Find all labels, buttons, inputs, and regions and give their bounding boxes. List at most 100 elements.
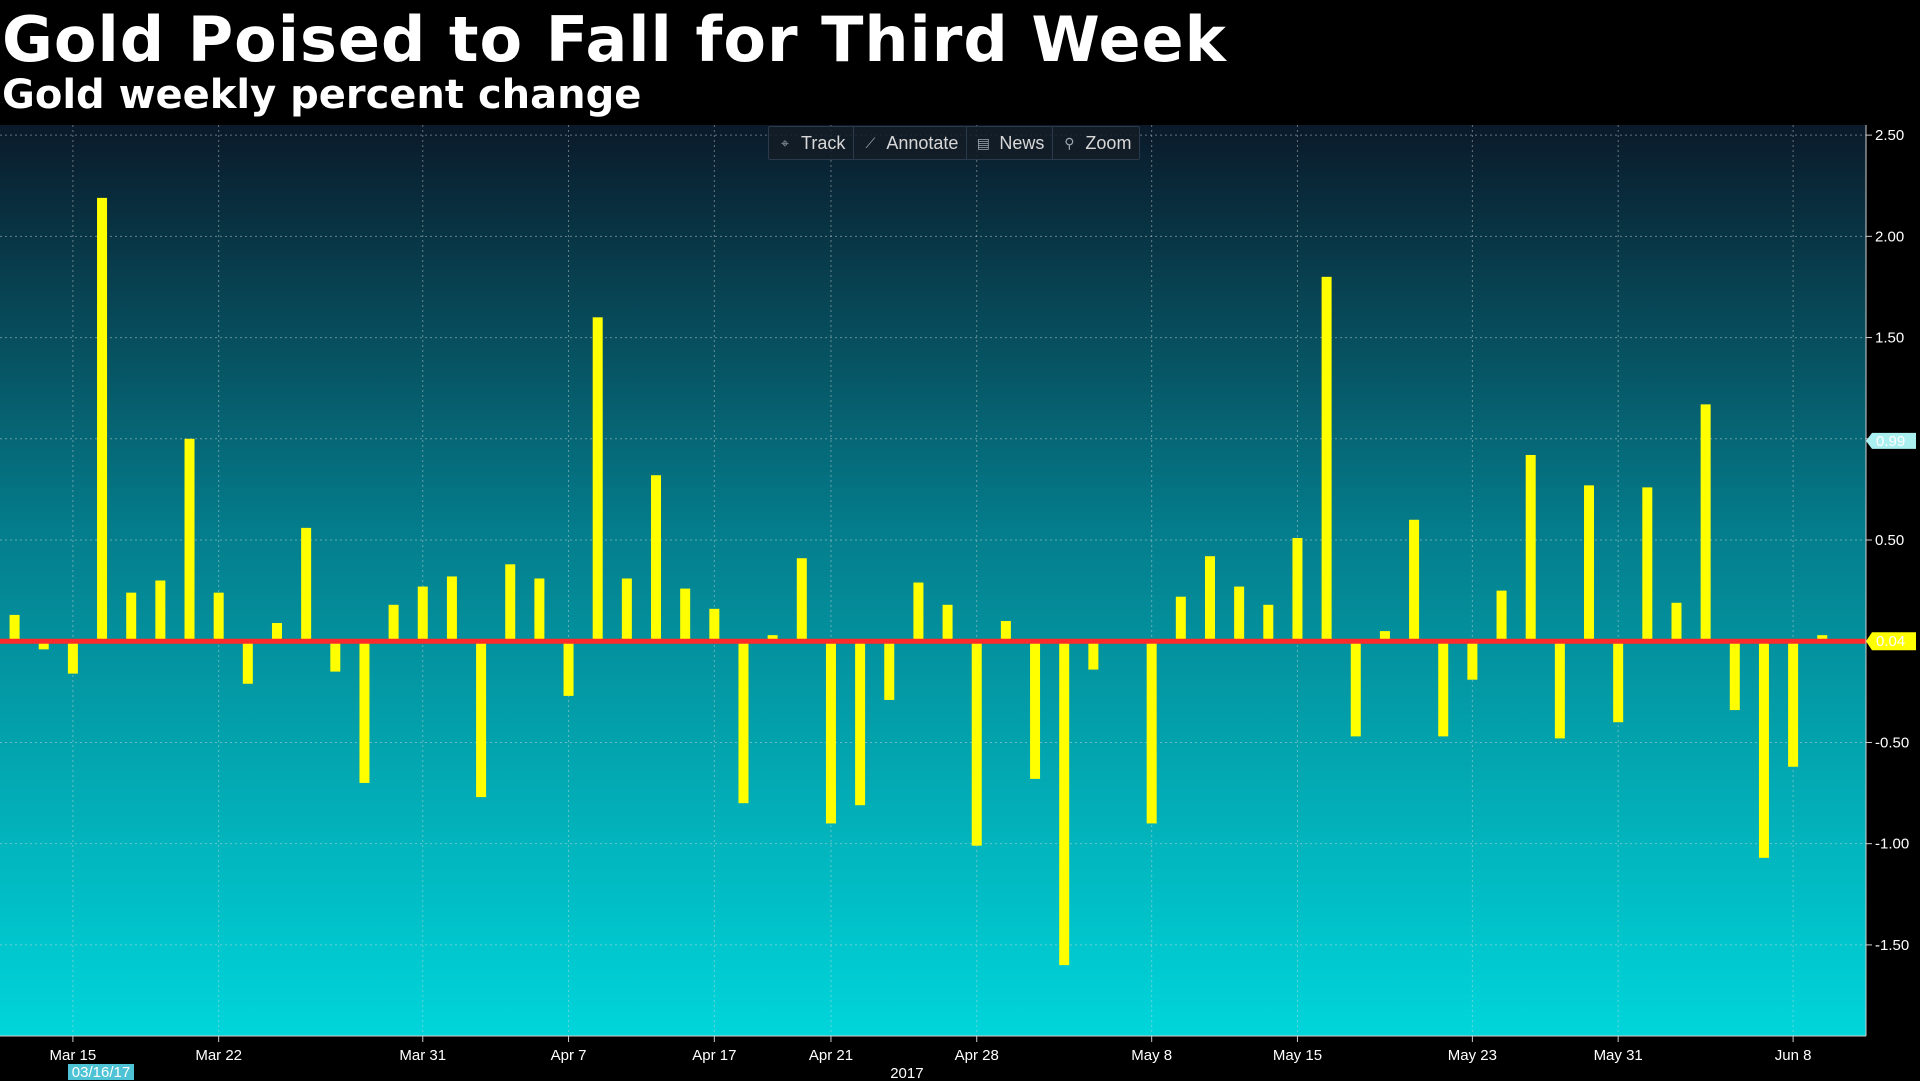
bar bbox=[1438, 641, 1449, 737]
bar bbox=[1729, 641, 1740, 711]
zoom-label: Zoom bbox=[1085, 132, 1132, 153]
magnifier-icon: ⚲ bbox=[1064, 135, 1075, 151]
bar bbox=[67, 641, 78, 674]
y-axis-panel bbox=[1866, 125, 1920, 1081]
x-tick-label: Apr 7 bbox=[551, 1047, 587, 1064]
crosshair-icon: ⌖ bbox=[781, 135, 789, 151]
bar bbox=[1525, 454, 1536, 642]
last-value-label: 0.04 bbox=[1876, 633, 1905, 650]
bar bbox=[767, 635, 778, 642]
track-button[interactable]: ⌖ Track bbox=[769, 127, 855, 159]
chart-toolbar: ⌖ Track ⟋ Annotate ▤ News ⚲ Zoom bbox=[768, 126, 1141, 160]
bar bbox=[651, 475, 662, 642]
bar bbox=[1700, 404, 1711, 642]
bar bbox=[1146, 641, 1157, 824]
bar bbox=[388, 604, 399, 642]
start-date-label: 03/16/17 bbox=[72, 1064, 130, 1081]
year-label: 2017 bbox=[890, 1065, 923, 1081]
bar bbox=[1613, 641, 1624, 723]
bar bbox=[1030, 641, 1041, 779]
bar bbox=[1642, 487, 1653, 642]
bar bbox=[301, 527, 312, 642]
bar bbox=[417, 586, 428, 642]
bar-series bbox=[9, 197, 1828, 966]
track-label: Track bbox=[801, 132, 846, 153]
y-tick-label: 2.50 bbox=[1875, 127, 1904, 144]
header: Gold Poised to Fall for Third Week Gold … bbox=[0, 0, 1920, 125]
news-button[interactable]: ▤ News bbox=[967, 127, 1054, 159]
x-axis: Mar 15 Mar 22 Mar 31 Apr 7 Apr 17 Apr 21 Apr 2… bbox=[50, 1036, 1812, 1081]
x-tick-label: May 31 bbox=[1594, 1047, 1643, 1064]
bar bbox=[1788, 641, 1799, 767]
bar bbox=[476, 641, 487, 798]
x-axis-panel bbox=[0, 1036, 1866, 1081]
bar bbox=[855, 641, 866, 806]
x-tick-label: May 15 bbox=[1273, 1047, 1322, 1064]
bar bbox=[1175, 596, 1186, 642]
price-labels: 0.99 0.04 bbox=[1866, 432, 1916, 651]
x-tick-label: Jun 8 bbox=[1775, 1047, 1812, 1064]
bar bbox=[942, 604, 953, 642]
bar bbox=[1059, 641, 1070, 966]
chart-title: Gold Poised to Fall for Third Week bbox=[2, 3, 1227, 76]
bar bbox=[1292, 537, 1303, 642]
y-tick-label: 1.50 bbox=[1875, 330, 1904, 347]
x-tick-label: Apr 17 bbox=[692, 1047, 736, 1064]
y-tick-label: -1.00 bbox=[1875, 836, 1909, 853]
x-tick-label: May 23 bbox=[1448, 1047, 1497, 1064]
x-tick-label: Apr 21 bbox=[809, 1047, 853, 1064]
bar bbox=[1496, 590, 1507, 642]
y-tick-label: 0.50 bbox=[1875, 532, 1904, 549]
bar bbox=[971, 641, 982, 846]
y-tick-label: 2.00 bbox=[1875, 228, 1904, 245]
bar bbox=[1350, 641, 1361, 737]
bar bbox=[155, 580, 166, 642]
bar bbox=[1467, 641, 1478, 680]
last-value-tag bbox=[1866, 632, 1916, 651]
bar bbox=[796, 558, 807, 642]
bar bbox=[1554, 641, 1565, 739]
news-icon: ▤ bbox=[976, 135, 991, 151]
news-label: News bbox=[999, 132, 1045, 153]
bar bbox=[184, 438, 195, 642]
bar bbox=[242, 641, 253, 684]
y-tick-label: -1.50 bbox=[1875, 937, 1909, 954]
bar bbox=[38, 641, 49, 650]
bar bbox=[1088, 641, 1099, 670]
x-tick-label: Mar 31 bbox=[399, 1047, 446, 1064]
bar bbox=[446, 576, 457, 642]
bar bbox=[97, 197, 108, 642]
bar bbox=[271, 623, 282, 642]
bar bbox=[330, 641, 341, 672]
bar bbox=[505, 564, 516, 642]
bar bbox=[621, 578, 632, 642]
annotate-button[interactable]: ⟋ Annotate bbox=[854, 127, 968, 159]
gridlines bbox=[0, 125, 1866, 1036]
x-tick-label: Mar 15 bbox=[50, 1047, 97, 1064]
pencil-icon: ⟋ bbox=[865, 135, 876, 151]
bar bbox=[1204, 556, 1215, 642]
bar bbox=[592, 317, 603, 642]
annotate-label: Annotate bbox=[886, 132, 959, 153]
bar bbox=[1321, 276, 1332, 642]
bar bbox=[1263, 604, 1274, 642]
zoom-button[interactable]: ⚲ Zoom bbox=[1053, 127, 1139, 159]
bar bbox=[1671, 602, 1682, 642]
bar bbox=[126, 592, 137, 642]
bar bbox=[1817, 635, 1828, 642]
weekly-change-chart: 2.502.001.500.500.00-0.50-1.00-1.50 Mar … bbox=[0, 125, 1920, 1081]
x-tick-label: Mar 22 bbox=[195, 1047, 242, 1064]
reference-value-tag bbox=[1866, 432, 1916, 449]
bar bbox=[213, 592, 224, 642]
start-date-marker bbox=[68, 1064, 134, 1080]
bar bbox=[1758, 641, 1769, 858]
chart-subtitle: Gold weekly percent change bbox=[2, 72, 642, 118]
bar bbox=[913, 582, 924, 642]
bar bbox=[709, 608, 720, 642]
bar bbox=[1234, 586, 1245, 642]
bar bbox=[563, 641, 574, 696]
bar bbox=[534, 578, 545, 642]
bar bbox=[825, 641, 836, 824]
bar bbox=[1409, 519, 1420, 642]
x-tick-label: May 8 bbox=[1131, 1047, 1172, 1064]
